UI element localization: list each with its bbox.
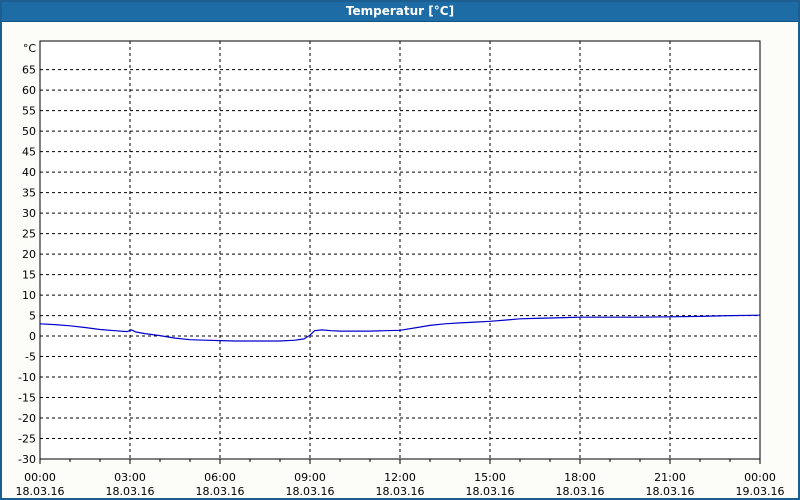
y-tick-label: -15 [18,392,36,405]
y-tick-label: 40 [22,166,36,179]
x-tick-date-label: 18.03.16 [286,485,335,498]
y-tick-label: 30 [22,207,36,220]
y-tick-label: -20 [18,412,36,425]
x-tick-time-label: 09:00 [294,471,326,484]
x-tick-date-label: 18.03.16 [16,485,65,498]
y-tick-label: 15 [22,269,36,282]
y-tick-label: 25 [22,228,36,241]
x-tick-time-label: 15:00 [474,471,506,484]
y-tick-label: 20 [22,248,36,261]
x-tick-date-label: 19.03.16 [736,485,785,498]
y-tick-label: 50 [22,125,36,138]
x-tick-date-label: 18.03.16 [466,485,515,498]
y-tick-labels: °C65605550454035302520151050-5-10-15-20-… [18,42,36,466]
x-tick-date-label: 18.03.16 [556,485,605,498]
y-tick-label: 45 [22,146,36,159]
y-tick-label: 0 [29,330,36,343]
x-tick-time-label: 12:00 [384,471,416,484]
x-tick-date-label: 18.03.16 [106,485,155,498]
temperature-chart: °C65605550454035302520151050-5-10-15-20-… [16,40,785,498]
y-tick-label: 5 [29,310,36,323]
x-tick-labels: 00:0018.03.1603:0018.03.1606:0018.03.160… [16,471,785,498]
y-tick-label: -10 [18,371,36,384]
x-gridlines [129,41,671,459]
y-axis-unit-label: °C [23,42,37,55]
y-tick-label: -25 [18,433,36,446]
x-axis-ticks [39,459,761,464]
y-tick-label: 65 [22,64,36,77]
temperature-series-line [39,314,761,342]
x-tick-time-label: 06:00 [204,471,236,484]
y-tick-label: 55 [22,105,36,118]
y-tick-label: -30 [18,453,36,466]
x-tick-date-label: 18.03.16 [646,485,695,498]
x-tick-time-label: 00:00 [744,471,776,484]
x-tick-date-label: 18.03.16 [196,485,245,498]
window-titlebar[interactable]: Temperatur [°C] [2,2,798,22]
y-tick-label: 60 [22,84,36,97]
x-tick-time-label: 21:00 [654,471,686,484]
x-tick-time-label: 03:00 [114,471,146,484]
y-tick-label: 10 [22,289,36,302]
x-tick-time-label: 00:00 [24,471,56,484]
chart-area: °C 65 60 55 50 45 40 35 30 25 20 15 10 5 0 -5 -10 -15 -20-… [2,22,798,498]
y-tick-label: -5 [25,351,36,364]
x-tick-date-label: 18.03.16 [376,485,425,498]
window-title: Temperatur [°C] [345,4,455,18]
x-tick-time-label: 18:00 [564,471,596,484]
y-tick-label: 35 [22,187,36,200]
